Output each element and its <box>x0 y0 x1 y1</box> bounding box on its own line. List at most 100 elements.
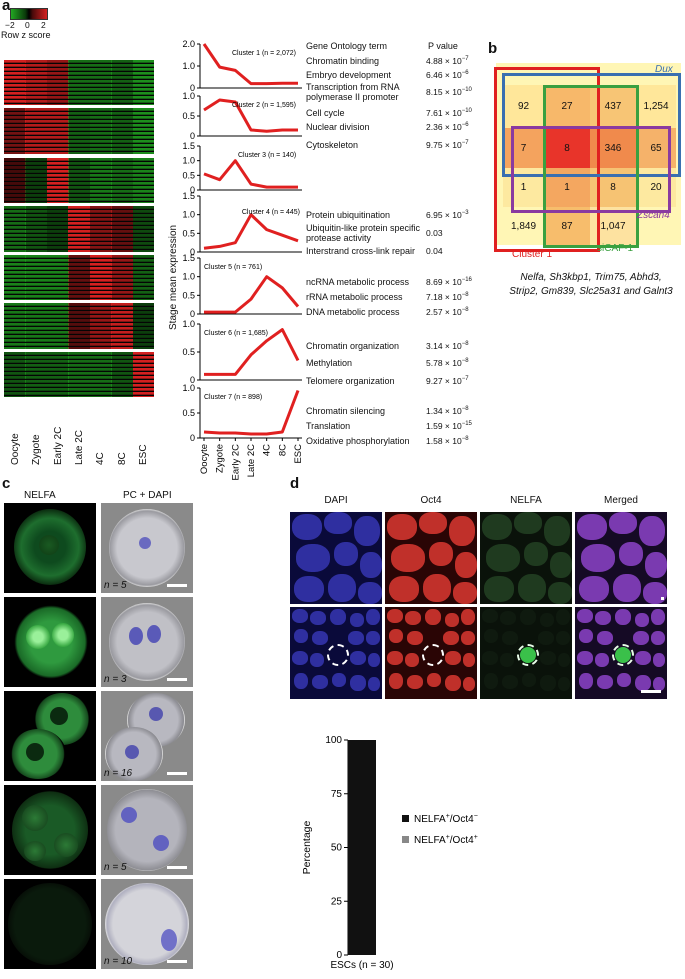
p-value: 6.46 × 10−6 <box>426 70 469 80</box>
highlight-circle <box>612 644 634 666</box>
scale-bar <box>167 772 187 775</box>
heatmap-column-label: Zygote <box>31 434 43 465</box>
nucleus <box>423 574 451 602</box>
pc-dapi-image: n = 16 <box>101 691 193 781</box>
nucleus <box>484 673 498 689</box>
x-tick-label: ESC <box>293 444 304 464</box>
heatmap-cell <box>89 303 112 349</box>
nucleus <box>482 651 498 665</box>
nucleus <box>310 653 324 667</box>
nucleus <box>635 613 649 627</box>
nucleus <box>453 582 477 604</box>
nucleus <box>366 609 380 625</box>
venn-count: 8 <box>564 142 570 154</box>
venn-count: 7 <box>520 142 527 154</box>
y-axis-label: Stage mean expression <box>168 224 179 330</box>
heatmap-cell <box>132 158 154 203</box>
nucleus <box>330 609 346 625</box>
nucleus <box>389 673 403 689</box>
y-tick-label: 0.5 <box>182 111 195 121</box>
y-tick-label: 0.5 <box>182 290 195 300</box>
heatmap-column-label: 8C <box>116 452 128 465</box>
x-tick-label: Oocyte <box>199 444 210 474</box>
heatmap-cluster-block <box>4 352 154 397</box>
y-tick-label: 0 <box>336 950 342 961</box>
heatmap-cell <box>46 60 69 105</box>
heatmap-cell <box>4 60 26 105</box>
go-term: Chromatin silencing <box>306 406 386 416</box>
cell-region <box>161 929 177 951</box>
nucleus <box>615 609 631 625</box>
cluster-expression-line <box>203 98 298 133</box>
nucleus <box>387 651 403 665</box>
nucleus <box>556 609 570 625</box>
nucleus <box>486 544 520 572</box>
cluster-expression-line <box>202 43 298 86</box>
heatmap-cell <box>111 206 134 252</box>
venn-count: 437 <box>604 101 622 112</box>
venn-cell: 1,849 <box>503 207 544 245</box>
colorbar-tick-0: 0 <box>25 20 30 30</box>
x-tick-label: Late 2C <box>246 444 257 477</box>
y-tick-label: 1.0 <box>182 319 195 329</box>
y-tick-label: 0 <box>190 375 195 385</box>
nucleus <box>294 576 324 602</box>
p-value: 1.34 × 10−8 <box>426 406 469 416</box>
cell-region <box>26 625 50 649</box>
nucleus <box>635 651 651 665</box>
nucleus <box>482 514 512 540</box>
p-value-exponent: −3 <box>461 210 469 217</box>
scale-bar <box>167 866 187 869</box>
nucleus <box>577 514 607 540</box>
nucleus <box>500 611 516 625</box>
nucleus <box>463 653 475 667</box>
nucleus <box>358 582 382 604</box>
heatmap-column-label: Late 2C <box>74 429 85 465</box>
nucleus <box>579 629 593 643</box>
p-value: 0.03 <box>426 228 443 238</box>
pc-dapi-image: n = 5 <box>101 785 193 875</box>
heatmap-cell <box>89 60 112 105</box>
scale-bar <box>167 960 187 963</box>
heatmap-cell <box>89 158 112 203</box>
nucleus <box>443 631 459 645</box>
nucleus <box>500 653 514 667</box>
nucleus <box>577 651 593 665</box>
nucleus <box>597 631 613 645</box>
venn-cell: 27 <box>544 85 590 128</box>
y-tick-label: 0.5 <box>182 228 195 238</box>
nucleus <box>651 631 665 645</box>
n-label: n = 5 <box>104 580 127 591</box>
heatmap-cell <box>46 303 69 349</box>
nucleus <box>579 576 609 602</box>
p-value: 6.95 × 10−3 <box>426 210 469 220</box>
set-label-cluster1: Cluster 1 <box>512 249 553 260</box>
heatmap-cell <box>4 303 26 349</box>
heatmap-cell <box>4 108 26 154</box>
nucleus <box>595 653 609 667</box>
p-value-exponent: −16 <box>461 277 472 284</box>
nucleus <box>292 609 308 623</box>
venn-count: 1,849 <box>510 220 537 232</box>
nucleus <box>463 677 475 691</box>
heatmap-cell <box>68 206 91 252</box>
go-term: Telomere organization <box>306 376 395 386</box>
cluster-expression-line <box>203 159 298 189</box>
nucleus <box>609 512 637 534</box>
venn-cell <box>636 207 676 245</box>
go-term: DNA metabolic process <box>306 307 400 317</box>
nucleus <box>312 675 328 689</box>
nucleus <box>579 673 593 689</box>
nucleus <box>558 653 570 667</box>
cluster-label: Cluster 4 (n = 445) <box>242 209 300 216</box>
column-header: NELFA <box>510 495 542 506</box>
p-value-exponent: −8 <box>461 406 469 413</box>
p-value-exponent: −10 <box>461 108 472 115</box>
nucleus <box>558 677 570 691</box>
heatmap-cell <box>46 206 69 252</box>
heatmap-cell <box>25 108 48 154</box>
nucleus <box>387 514 417 540</box>
col-header-nelfa: NELFA <box>24 490 56 501</box>
pc-dapi-image: n = 3 <box>101 597 193 687</box>
heatmap-cell <box>132 206 154 252</box>
